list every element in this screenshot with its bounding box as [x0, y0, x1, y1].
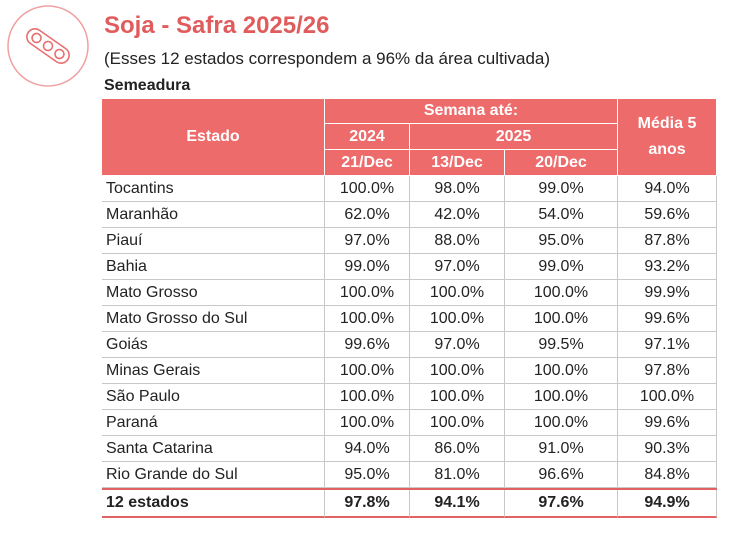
total-cell: 94.1%: [410, 490, 505, 518]
table-cell: 90.3%: [618, 436, 717, 462]
table-cell: 99.6%: [325, 332, 410, 358]
table-cell: 99.5%: [505, 332, 618, 358]
table-cell: 97.0%: [325, 228, 410, 254]
table-cell: Maranhão: [102, 202, 325, 228]
table-cell: 99.0%: [325, 254, 410, 280]
table-cell: 100.0%: [410, 280, 505, 306]
header-cell: 2024: [325, 124, 410, 150]
table-cell: 100.0%: [410, 358, 505, 384]
total-cell: 97.8%: [325, 490, 410, 518]
header-cell: 20/Dec: [505, 150, 618, 176]
header-cell: 2025: [410, 124, 618, 150]
header-cell: 21/Dec: [325, 150, 410, 176]
section-label: Semeadura: [104, 77, 191, 94]
title: Soja - Safra 2025/26: [104, 12, 330, 39]
table-cell: 87.8%: [618, 228, 717, 254]
table-cell: 100.0%: [410, 410, 505, 436]
table-cell: 62.0%: [325, 202, 410, 228]
header-cell: 13/Dec: [410, 150, 505, 176]
table-cell: 100.0%: [505, 280, 618, 306]
table-cell: 91.0%: [505, 436, 618, 462]
table-cell: Mato Grosso do Sul: [102, 306, 325, 332]
table-cell: Goiás: [102, 332, 325, 358]
table-cell: 100.0%: [325, 384, 410, 410]
table-cell: 100.0%: [325, 306, 410, 332]
table-cell: 100.0%: [325, 410, 410, 436]
total-cell: 94.9%: [618, 490, 717, 518]
table-cell: 100.0%: [505, 358, 618, 384]
table-cell: 99.6%: [618, 410, 717, 436]
table-cell: Santa Catarina: [102, 436, 325, 462]
table-cell: 94.0%: [618, 176, 717, 202]
table-cell: Mato Grosso: [102, 280, 325, 306]
table-cell: 99.0%: [505, 254, 618, 280]
table-cell: 97.8%: [618, 358, 717, 384]
table-cell: 100.0%: [505, 384, 618, 410]
table-cell: 93.2%: [618, 254, 717, 280]
table-cell: 100.0%: [618, 384, 717, 410]
table-cell: Rio Grande do Sul: [102, 462, 325, 488]
header-cell: Média 5 anos: [618, 99, 717, 176]
table-cell: 96.6%: [505, 462, 618, 488]
logo: [7, 5, 89, 87]
subtitle: (Esses 12 estados correspondem a 96% da …: [104, 49, 551, 68]
table-cell: 97.0%: [410, 254, 505, 280]
table-cell: 42.0%: [410, 202, 505, 228]
table-cell: 84.8%: [618, 462, 717, 488]
table-cell: 100.0%: [325, 280, 410, 306]
table-cell: 100.0%: [325, 358, 410, 384]
table-cell: 98.0%: [410, 176, 505, 202]
table-cell: 54.0%: [505, 202, 618, 228]
total-cell: 97.6%: [505, 490, 618, 518]
table-cell: 59.6%: [618, 202, 717, 228]
total-separator: [102, 488, 717, 490]
table-cell: 100.0%: [505, 410, 618, 436]
table-cell: 99.6%: [618, 306, 717, 332]
table-cell: Tocantins: [102, 176, 325, 202]
table-cell: 97.1%: [618, 332, 717, 358]
table-cell: Piauí: [102, 228, 325, 254]
table-cell: 81.0%: [410, 462, 505, 488]
table-cell: 99.9%: [618, 280, 717, 306]
table-cell: 95.0%: [325, 462, 410, 488]
total-cell: 12 estados: [102, 490, 325, 518]
header-cell: Semana até:: [325, 99, 618, 124]
table-cell: 94.0%: [325, 436, 410, 462]
table-cell: 100.0%: [410, 384, 505, 410]
table-cell: Minas Gerais: [102, 358, 325, 384]
table-cell: Bahia: [102, 254, 325, 280]
table-cell: 95.0%: [505, 228, 618, 254]
table-cell: 88.0%: [410, 228, 505, 254]
table-cell: 86.0%: [410, 436, 505, 462]
table-cell: 100.0%: [505, 306, 618, 332]
table-cell: 97.0%: [410, 332, 505, 358]
table-cell: São Paulo: [102, 384, 325, 410]
table-cell: 99.0%: [505, 176, 618, 202]
table-cell: 100.0%: [410, 306, 505, 332]
table-cell: 100.0%: [325, 176, 410, 202]
table-cell: Paraná: [102, 410, 325, 436]
header-cell: Estado: [102, 99, 325, 176]
